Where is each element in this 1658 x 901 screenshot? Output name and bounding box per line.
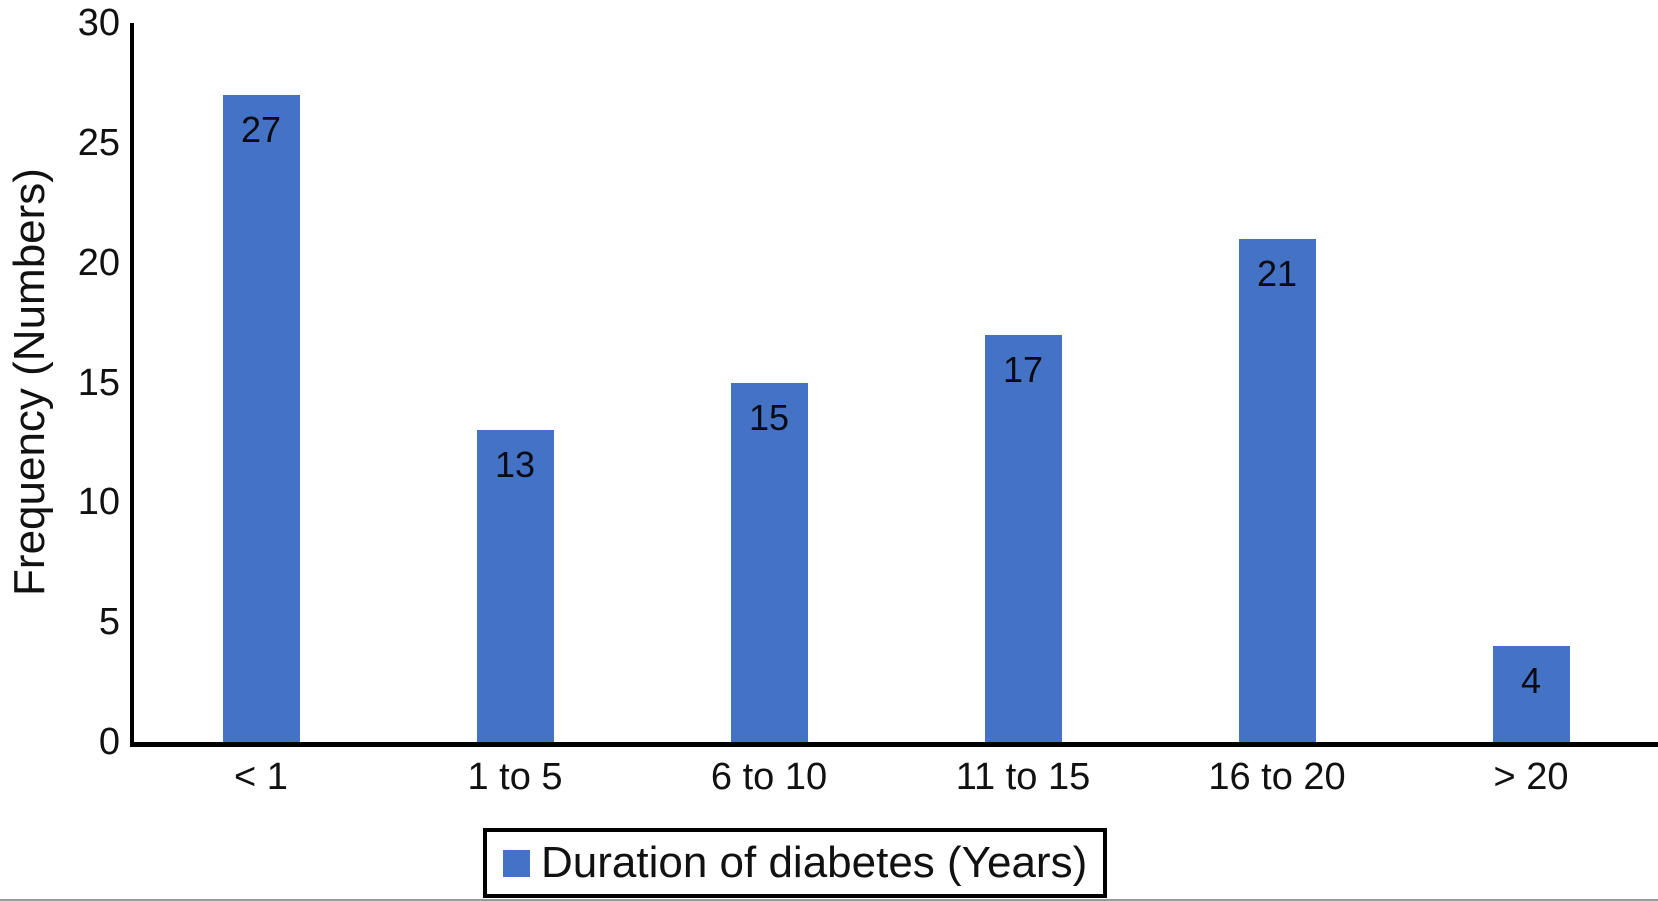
x-axis-labels: < 1 1 to 5 6 to 10 11 to 15 16 to 20 > 20: [134, 758, 1658, 796]
bar-value-label: 27: [240, 108, 282, 150]
bar-value-label: 4: [1520, 660, 1542, 702]
bar: 21: [1238, 238, 1316, 742]
bar: 13: [476, 430, 554, 742]
x-category-label: 16 to 20: [1208, 756, 1346, 798]
y-tick-label: 15: [77, 361, 120, 404]
bar-value-label: 17: [1002, 348, 1044, 390]
x-category-label: 1 to 5: [467, 756, 563, 798]
legend-swatch-icon: [503, 849, 530, 877]
bar-value-label: 15: [748, 396, 790, 438]
bars-container: 27 13 15 17 21 4: [134, 23, 1658, 742]
x-category-label: < 1: [234, 756, 288, 798]
y-tick-label: 5: [98, 601, 120, 644]
bar: 4: [1492, 646, 1570, 742]
y-tick-label: 10: [77, 481, 120, 524]
bar: 15: [730, 382, 808, 742]
y-tick-label: 25: [77, 121, 120, 164]
bar-cell: 4: [1404, 23, 1658, 742]
bar-cell: 21: [1150, 23, 1404, 742]
x-category-label: 11 to 15: [955, 756, 1091, 798]
x-category-label: 6 to 10: [710, 756, 828, 798]
y-tick-label: 20: [77, 241, 120, 284]
bar-cell: 17: [896, 23, 1150, 742]
y-tick-label: 0: [98, 721, 120, 763]
bar-cell: 27: [134, 23, 388, 742]
bar-cell: 15: [642, 23, 896, 742]
x-category-label: > 20: [1493, 756, 1569, 798]
bar: 27: [222, 94, 300, 742]
y-tick-label: 30: [77, 2, 120, 44]
bar-cell: 13: [388, 23, 642, 742]
legend-label: Duration of diabetes (Years): [541, 838, 1088, 887]
bar-value-label: 21: [1256, 252, 1298, 294]
bar-value-label: 13: [494, 444, 536, 486]
legend: Duration of diabetes (Years): [483, 828, 1108, 898]
bar: 17: [984, 334, 1062, 742]
plot-area: 27 13 15 17 21 4: [130, 23, 1658, 747]
